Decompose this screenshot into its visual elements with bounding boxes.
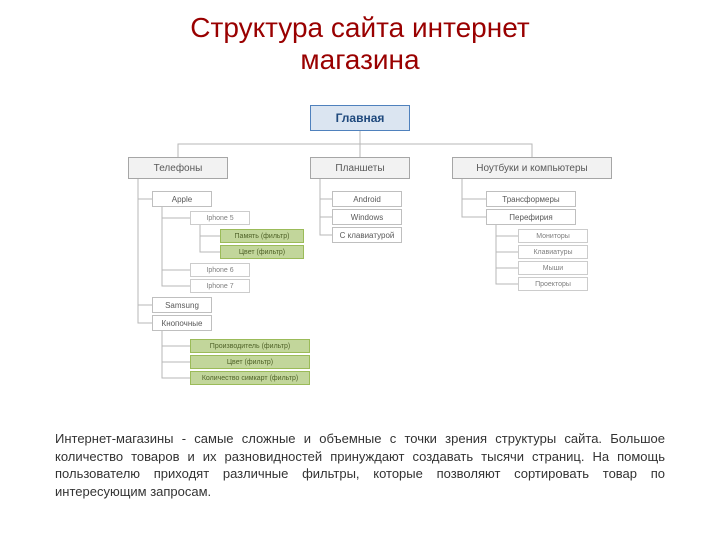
node-root: Главная [310,105,410,131]
slide-title: Структура сайта интернет магазина [0,12,720,76]
node-tablets: Планшеты [310,157,410,179]
node-windows: Windows [332,209,402,225]
node-trans: Трансформеры [486,191,576,207]
node-cf: Цвет (фильтр) [190,355,310,369]
node-iphone6: Iphone 6 [190,263,250,277]
title-line1: Структура сайта интернет [190,12,529,43]
node-keyboard: С клавиатурой [332,227,402,243]
node-apple: Apple [152,191,212,207]
node-monitors: Мониторы [518,229,588,243]
slide: Структура сайта интернет магазина Главна… [0,0,720,540]
node-samsung: Samsung [152,297,212,313]
node-perif: Перефирия [486,209,576,225]
node-pf: Производитель (фильтр) [190,339,310,353]
node-button: Кнопочные [152,315,212,331]
description-paragraph: Интернет-магазины - самые сложные и объе… [55,430,665,500]
node-iphone5: Iphone 5 [190,211,250,225]
node-mice: Мыши [518,261,588,275]
node-android: Android [332,191,402,207]
node-phones: Телефоны [128,157,228,179]
node-proj: Проекторы [518,277,588,291]
node-sf: Количество симкарт (фильтр) [190,371,310,385]
node-laptops: Ноутбуки и компьютеры [452,157,612,179]
node-iphone7: Iphone 7 [190,279,250,293]
title-line2: магазина [300,44,419,75]
node-color: Цвет (фильтр) [220,245,304,259]
sitemap-diagram: Главная Телефоны Планшеты Ноутбуки и компью… [100,105,620,425]
node-keybs: Клавиатуры [518,245,588,259]
node-mem: Память (фильтр) [220,229,304,243]
